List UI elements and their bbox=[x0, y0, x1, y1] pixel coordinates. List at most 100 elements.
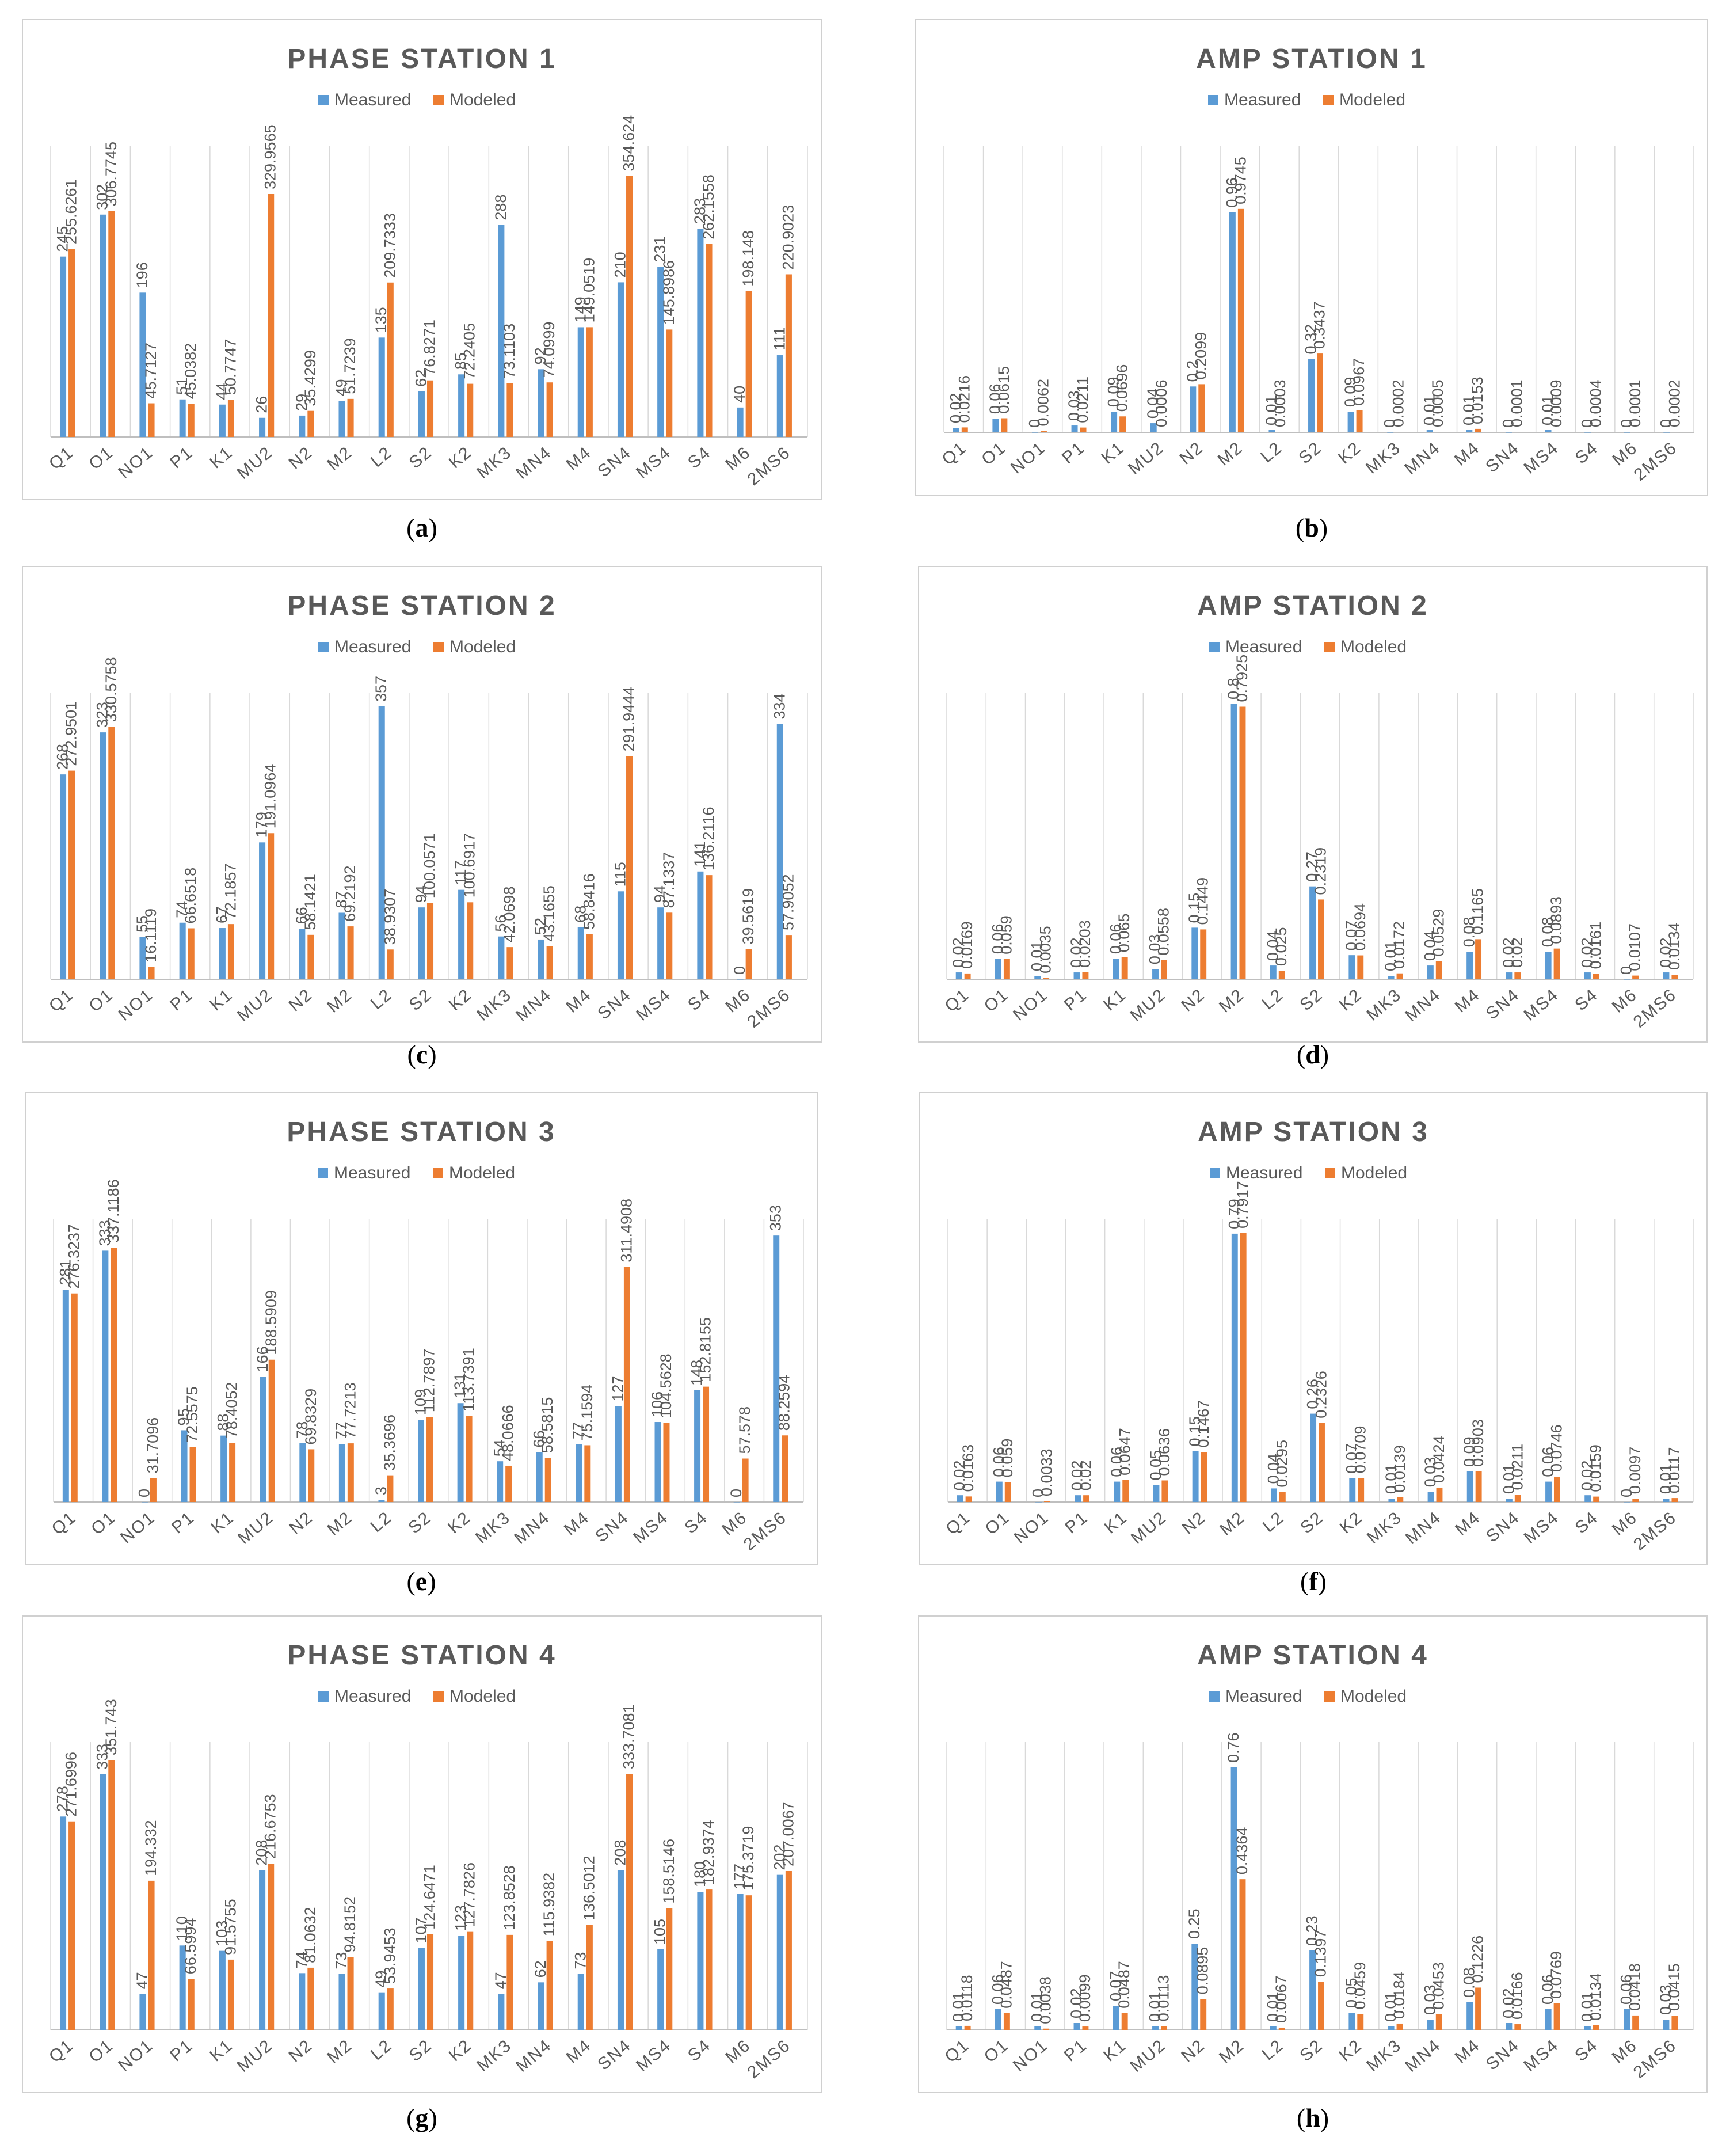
data-label-modeled-S4: 0.0159 bbox=[1587, 1444, 1605, 1492]
data-label-measured-MS4: 0.08 bbox=[1539, 917, 1556, 948]
data-label-measured-NO1: 0 bbox=[1029, 1489, 1046, 1497]
data-label-modeled-MN4: 74.0999 bbox=[540, 322, 558, 378]
data-label-measured-K1: 0.07 bbox=[1107, 1971, 1124, 2001]
bar-modeled-N2 bbox=[307, 934, 314, 979]
bar-modeled-P1 bbox=[1082, 2026, 1089, 2030]
data-label-measured-M4: 73 bbox=[572, 1952, 589, 1969]
bar-measured-M4 bbox=[1466, 2002, 1473, 2030]
bar-measured-M4 bbox=[1466, 430, 1473, 432]
bar-measured-MS4 bbox=[657, 267, 664, 437]
bar-modeled-S4 bbox=[1593, 974, 1599, 979]
bar-modeled-N2 bbox=[1200, 929, 1207, 979]
bar-measured-S4 bbox=[1584, 972, 1591, 979]
data-label-modeled-SN4: 333.7081 bbox=[620, 1704, 638, 1769]
data-label-measured-M2: 87 bbox=[333, 891, 350, 908]
legend-swatch-modeled bbox=[433, 95, 444, 105]
bar-measured-NO1 bbox=[1034, 976, 1041, 979]
data-label-modeled-S2: 0.1397 bbox=[1312, 1930, 1329, 1978]
bar-measured-L2 bbox=[378, 337, 385, 437]
bar-modeled-S2 bbox=[1318, 899, 1324, 979]
bar-measured-Q1 bbox=[59, 256, 67, 437]
data-label-modeled-M2: 69.2192 bbox=[341, 865, 359, 922]
bar-modeled-M6 bbox=[1632, 1499, 1639, 1502]
data-label-measured-Q1: 278 bbox=[54, 1786, 71, 1812]
data-label-modeled-MU2: 0.0636 bbox=[1156, 1428, 1173, 1476]
data-label-measured-L2: 3 bbox=[372, 1486, 390, 1495]
bar-measured-MS4 bbox=[1545, 2009, 1552, 2030]
data-label-modeled-S2: 0.3437 bbox=[1311, 301, 1328, 349]
bar-modeled-MU2 bbox=[268, 833, 275, 979]
bar-measured-S4 bbox=[694, 1390, 701, 1502]
bar-modeled-MU2 bbox=[268, 194, 275, 437]
bar-measured-SN4 bbox=[615, 1406, 622, 1502]
data-label-modeled-MK3: 0.0172 bbox=[1390, 921, 1408, 969]
bar-modeled-M2 bbox=[347, 1443, 354, 1502]
bar-modeled-K2 bbox=[1356, 410, 1363, 432]
bar-modeled-K2 bbox=[1357, 955, 1364, 979]
bar-modeled-M2 bbox=[347, 398, 354, 437]
bar-modeled-O1 bbox=[1003, 2013, 1010, 2030]
data-label-measured-N2: 0.25 bbox=[1186, 1908, 1203, 1939]
bar-modeled-S2 bbox=[426, 380, 434, 437]
bar-measured-MU2 bbox=[259, 417, 266, 437]
data-label-modeled-Q1: 255.6261 bbox=[63, 179, 80, 244]
bar-modeled-O1 bbox=[1001, 418, 1008, 432]
data-label-modeled-SN4: 0.0001 bbox=[1508, 379, 1525, 427]
data-label-modeled-M6: 39.5619 bbox=[740, 888, 757, 945]
bar-measured-P1 bbox=[179, 922, 186, 979]
bar-modeled-M6 bbox=[742, 1458, 749, 1502]
data-label-modeled-S4: 262.1558 bbox=[700, 174, 717, 239]
bar-modeled-SN4 bbox=[1514, 972, 1521, 979]
bar-measured-K1 bbox=[1111, 412, 1118, 432]
bar-modeled-Q1 bbox=[68, 770, 75, 979]
data-label-measured-M6: 0 bbox=[731, 966, 748, 975]
bar-measured-S2 bbox=[1309, 886, 1316, 979]
panel-caption-b: (b) bbox=[1295, 513, 1328, 542]
bar-measured-M2 bbox=[338, 401, 345, 437]
data-label-measured-S4: 141 bbox=[691, 841, 708, 867]
data-label-measured-N2: 0.15 bbox=[1186, 893, 1203, 923]
bar-measured-MN4 bbox=[538, 369, 544, 437]
legend-label-measured: Measured bbox=[1224, 90, 1301, 109]
data-label-measured-S4: 0 bbox=[1579, 419, 1596, 428]
bar-measured-L2 bbox=[1270, 1488, 1277, 1502]
bar-measured-MK3 bbox=[498, 1994, 505, 2030]
data-label-modeled-SN4: 0.02 bbox=[1508, 937, 1526, 968]
legend-swatch-measured bbox=[318, 1691, 329, 1702]
bar-measured-MN4 bbox=[1427, 1492, 1434, 1502]
bar-modeled-N2 bbox=[307, 1967, 314, 2030]
data-label-modeled-MN4: 0.0424 bbox=[1430, 1435, 1447, 1483]
bar-measured-M4 bbox=[577, 927, 584, 979]
bar-modeled-MS4 bbox=[1553, 2003, 1560, 2030]
legend-swatch-measured bbox=[1210, 1168, 1220, 1178]
data-label-modeled-K2: 0.0709 bbox=[1352, 1426, 1369, 1474]
bar-modeled-MN4 bbox=[544, 1458, 551, 1502]
bar-modeled-M6 bbox=[745, 1895, 752, 2030]
data-label-measured-P1: 95 bbox=[175, 1408, 192, 1425]
legend-label-measured: Measured bbox=[1226, 1163, 1302, 1182]
bar-measured-L2 bbox=[1270, 2026, 1277, 2030]
data-label-modeled-M4: 0.0903 bbox=[1469, 1419, 1487, 1467]
data-label-modeled-S2: 0.2326 bbox=[1313, 1371, 1330, 1419]
data-label-measured-NO1: 0.01 bbox=[1028, 1991, 1046, 2022]
data-label-measured-O1: 0.06 bbox=[990, 1447, 1007, 1477]
bar-measured-M2 bbox=[338, 1444, 345, 1502]
data-label-measured-MS4: 105 bbox=[652, 1919, 669, 1945]
data-label-modeled-2MS6: 0.0002 bbox=[1666, 379, 1683, 427]
chart-legend: Measured Modeled bbox=[318, 1687, 516, 1706]
bar-modeled-S4 bbox=[703, 1386, 710, 1502]
data-label-measured-O1: 0.06 bbox=[986, 384, 1004, 415]
bar-measured-M4 bbox=[576, 1444, 582, 1502]
data-label-measured-P1: 74 bbox=[173, 901, 191, 918]
data-label-modeled-MS4: 87.1337 bbox=[660, 852, 677, 908]
bar-measured-O1 bbox=[100, 214, 106, 437]
data-label-measured-MS4: 106 bbox=[649, 1391, 666, 1417]
data-label-measured-MS4: 231 bbox=[652, 237, 669, 263]
data-label-measured-M6: 40 bbox=[731, 386, 748, 403]
data-label-modeled-MK3: 123.8528 bbox=[501, 1865, 518, 1930]
data-label-modeled-M6: 57.578 bbox=[736, 1406, 753, 1454]
data-label-modeled-Q1: 0.0118 bbox=[958, 1975, 976, 2021]
data-label-measured-NO1: 196 bbox=[134, 262, 151, 288]
data-label-measured-S4: 148 bbox=[688, 1360, 706, 1386]
data-label-modeled-K2: 0.0694 bbox=[1351, 903, 1369, 951]
